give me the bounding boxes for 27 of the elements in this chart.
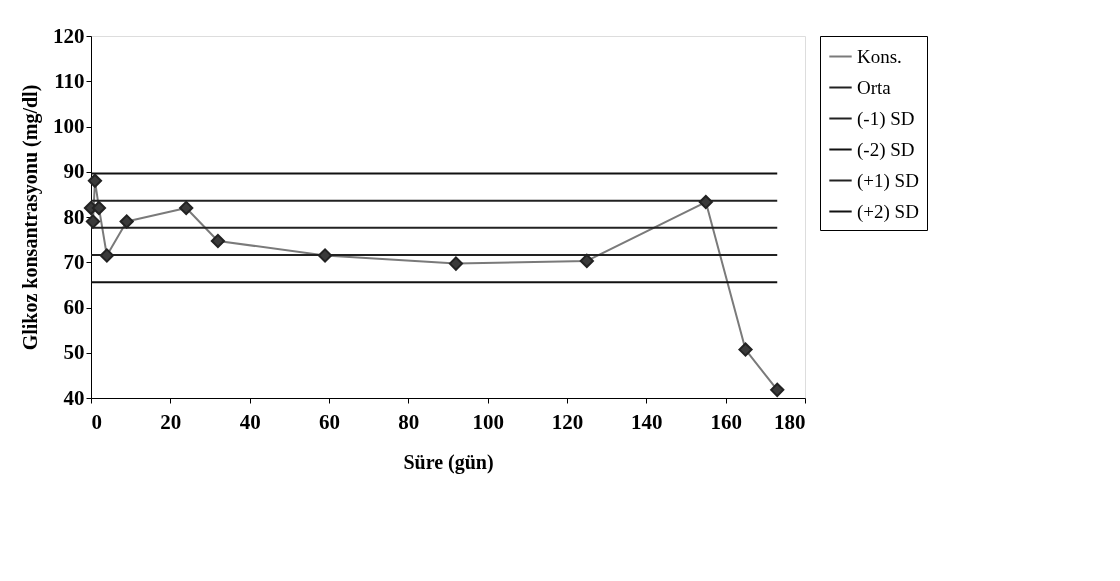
y-axis-title: Glikoz konsantrasyonu (mg/dl): [19, 84, 42, 351]
y-tick-label: 110: [54, 68, 85, 93]
y-tick-label: 120: [53, 23, 85, 48]
legend-label: Kons.: [857, 45, 902, 67]
y-tick-label: 80: [63, 204, 85, 229]
x-tick-label: 40: [239, 409, 261, 434]
legend-label: (+2) SD: [857, 200, 919, 223]
x-tick-label: 80: [398, 409, 420, 434]
x-tick-label: 0: [91, 409, 102, 434]
y-tick-label: 50: [63, 340, 85, 365]
x-tick-label: 160: [710, 409, 742, 434]
x-tick-label: 60: [319, 409, 340, 434]
legend-label: (-2) SD: [857, 138, 915, 161]
legend-label: (+1) SD: [857, 169, 919, 192]
y-tick-label: 60: [63, 295, 85, 319]
x-tick-label: 180: [774, 409, 806, 434]
x-tick-label: 100: [472, 409, 504, 434]
y-tick-label: 100: [53, 114, 85, 138]
y-tick-label: 70: [63, 249, 85, 274]
legend-label: (-1) SD: [857, 107, 915, 130]
legend-label: Orta: [857, 76, 892, 98]
x-tick-label: 20: [160, 409, 182, 434]
x-tick-label: 120: [551, 409, 584, 434]
x-axis-title: Süre (gün): [403, 450, 494, 474]
y-tick-label: 40: [63, 385, 85, 410]
x-tick-label: 140: [631, 409, 663, 434]
y-tick-label: 90: [63, 159, 85, 184]
